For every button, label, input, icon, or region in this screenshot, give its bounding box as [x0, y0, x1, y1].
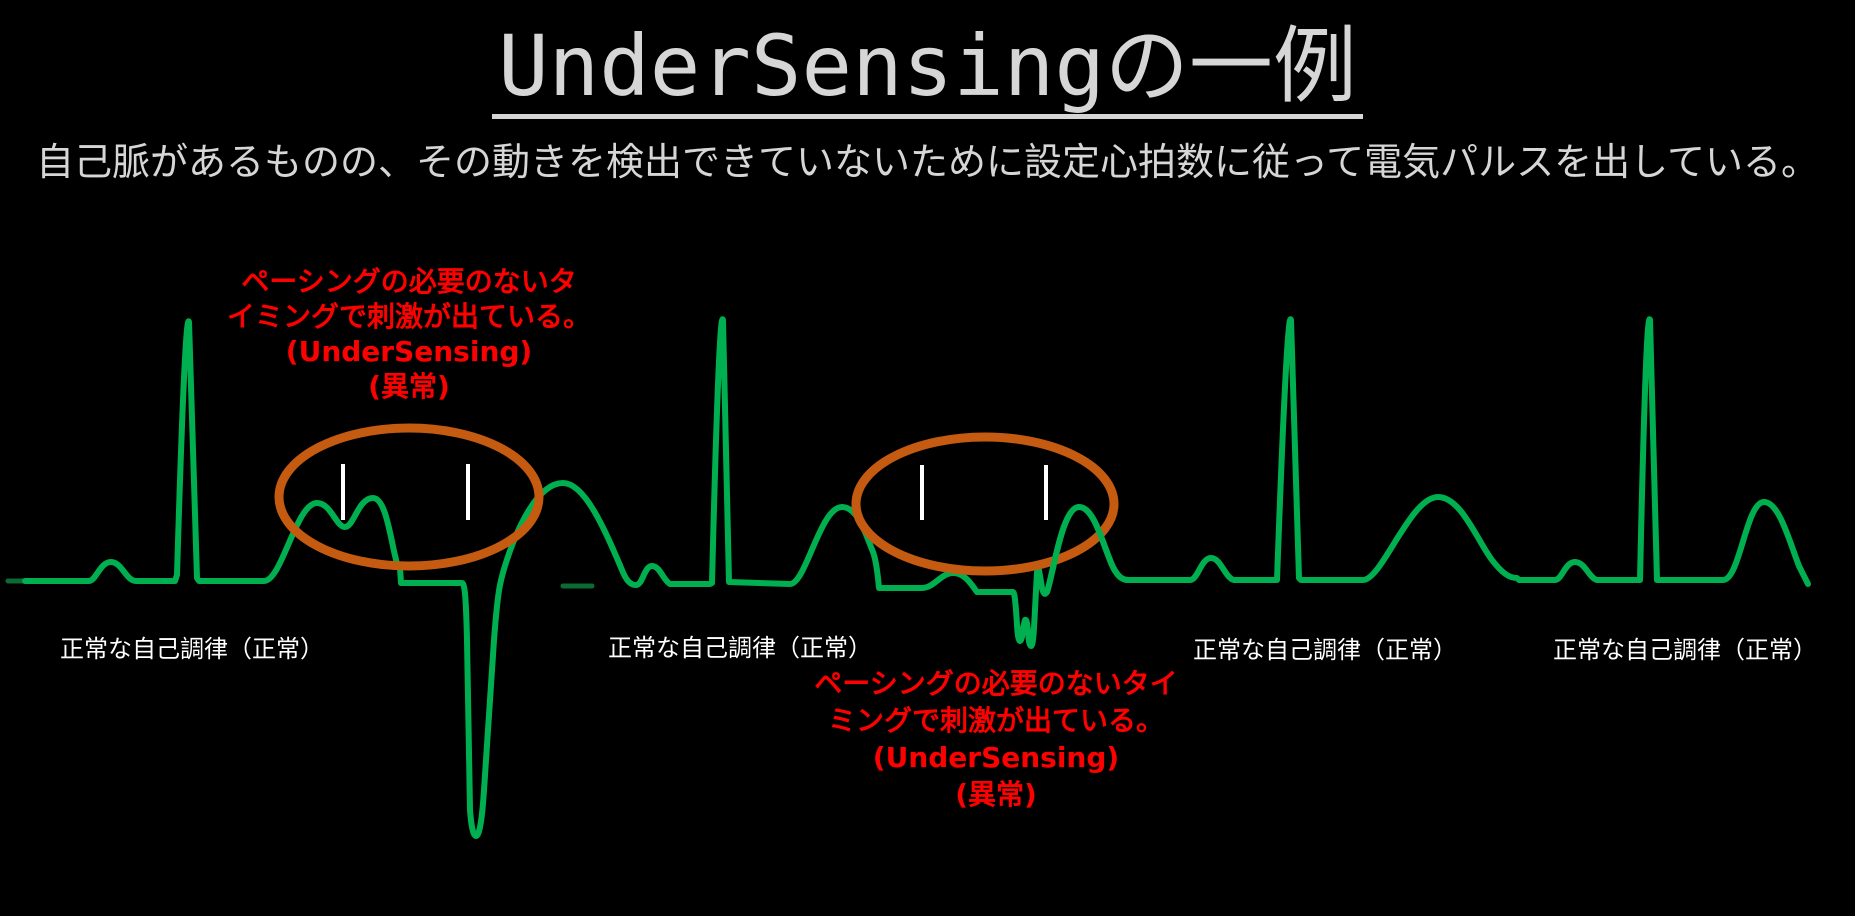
annotation-2-line-4: (異常) — [955, 778, 1037, 811]
annotation-2-line-3: (UnderSensing) — [872, 741, 1120, 774]
undersensing-annotation-1: ペーシングの必要のないタ イミングで刺激が出ている。 (UnderSensing… — [159, 264, 659, 404]
undersensing-circle-1 — [274, 423, 544, 571]
annotation-1-line-3: (UnderSensing) — [285, 335, 533, 368]
undersensing-annotation-2: ペーシングの必要のないタイ ミングで刺激が出ている。 (UnderSensing… — [746, 665, 1246, 813]
rhythm-label-3: 正常な自己調律（正常） — [1193, 636, 1457, 664]
rhythm-label-2: 正常な自己調律（正常） — [608, 634, 872, 662]
annotation-1-line-2: イミングで刺激が出ている。 — [226, 300, 591, 333]
annotation-1-line-1: ペーシングの必要のないタ — [241, 265, 577, 298]
subtitle: 自己脈があるものの、その動きを検出できていないために設定心拍数に従って電気パルス… — [36, 140, 1819, 184]
ecg-trace-overlay — [1044, 504, 1131, 595]
rhythm-label-1: 正常な自己調律（正常） — [60, 635, 324, 663]
rhythm-label-4: 正常な自己調律（正常） — [1553, 636, 1817, 664]
annotation-2-line-1: ペーシングの必要のないタイ — [814, 667, 1178, 700]
annotation-2-line-2: ミングで刺激が出ている。 — [827, 704, 1164, 737]
page-title: UnderSensingの一例 — [492, 22, 1363, 120]
annotation-1-line-4: (異常) — [368, 370, 450, 403]
title-wrap: UnderSensingの一例 — [0, 22, 1855, 120]
undersensing-circle-2 — [851, 432, 1119, 576]
